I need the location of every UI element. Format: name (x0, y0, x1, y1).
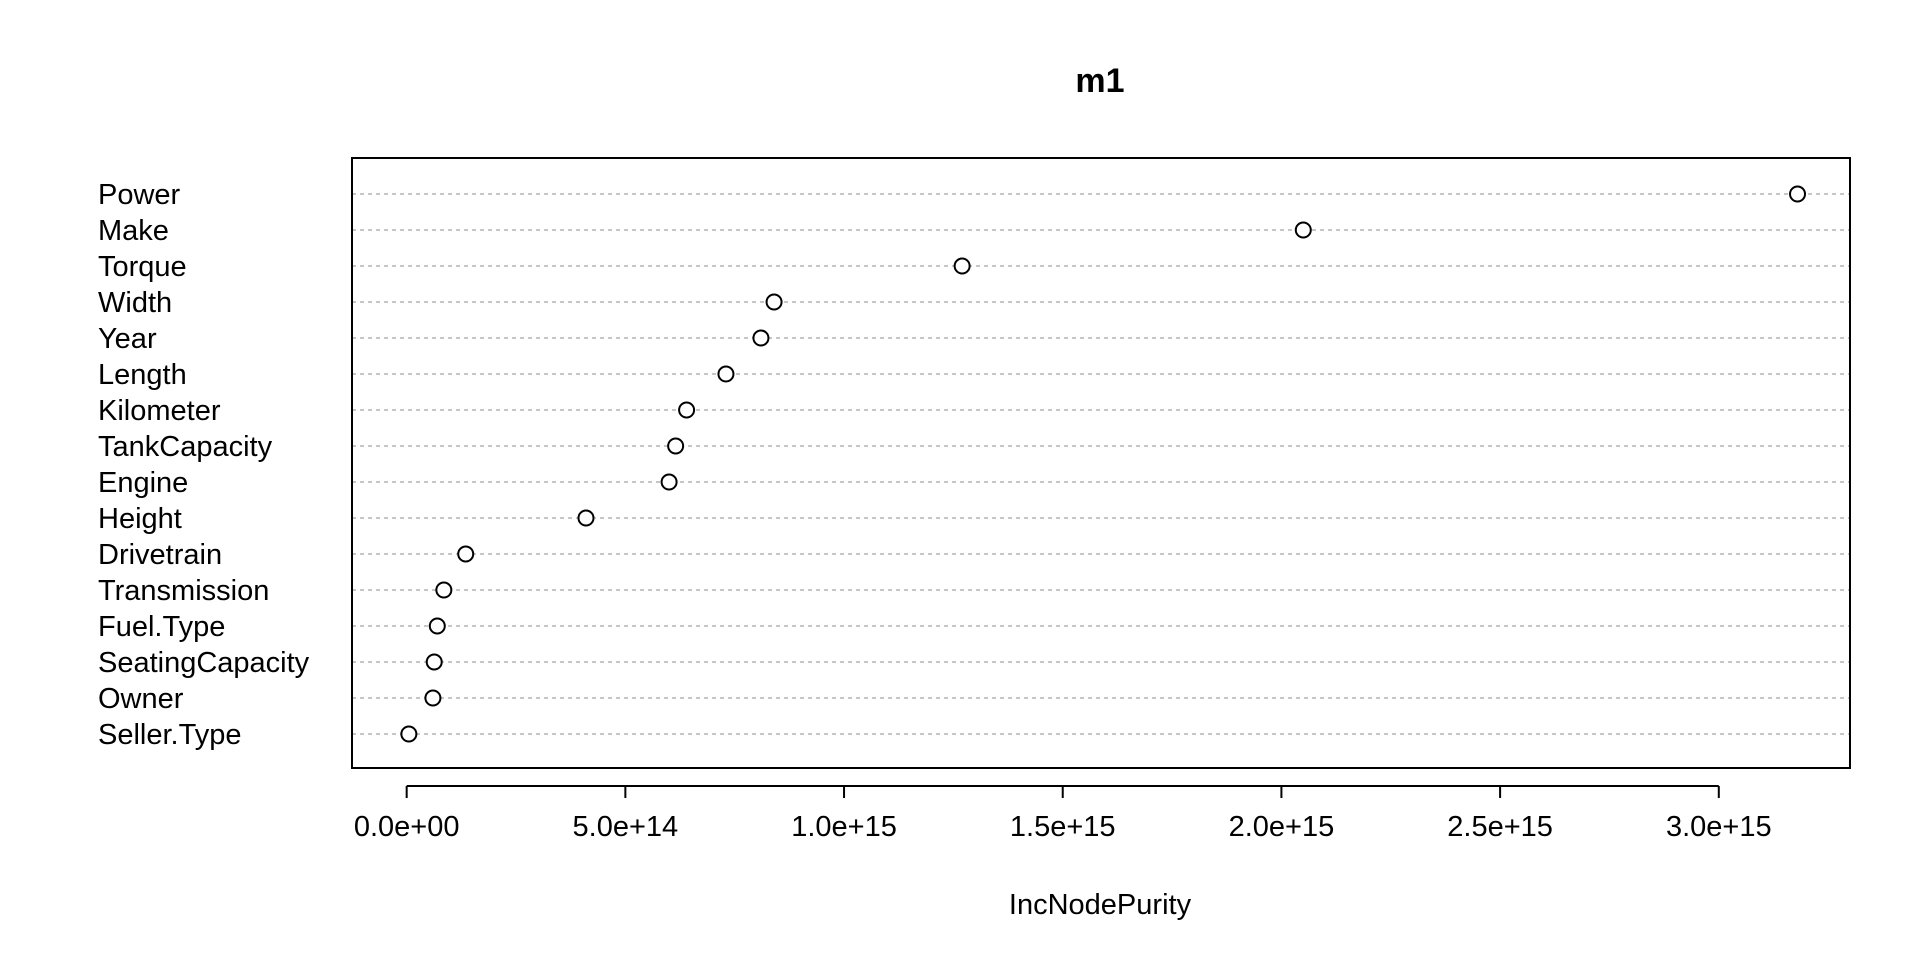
category-label: Engine (98, 467, 188, 499)
data-point (752, 329, 770, 347)
data-point (765, 293, 783, 311)
x-tick-label: 5.0e+14 (573, 811, 679, 843)
grid-lines (352, 193, 1850, 735)
category-label: TankCapacity (98, 431, 273, 463)
data-point (667, 437, 685, 455)
chart-title: m1 (1075, 62, 1124, 100)
data-point (457, 545, 475, 563)
category-label: Width (98, 287, 172, 319)
data-point (428, 617, 446, 635)
category-label: Drivetrain (98, 539, 222, 571)
x-tick-label: 1.5e+15 (1010, 811, 1116, 843)
category-label: Seller.Type (98, 719, 241, 751)
category-label: Year (98, 323, 157, 355)
x-tick-label: 1.0e+15 (791, 811, 897, 843)
data-point (424, 689, 442, 707)
category-label: Kilometer (98, 395, 221, 427)
data-point (717, 365, 735, 383)
plot-frame (351, 157, 1851, 769)
data-point (660, 473, 678, 491)
category-label: Power (98, 179, 181, 211)
category-label: SeatingCapacity (98, 647, 310, 679)
data-point (953, 257, 971, 275)
data-point (435, 581, 453, 599)
x-tick-label: 0.0e+00 (354, 811, 460, 843)
x-axis-label: IncNodePurity (1009, 889, 1192, 921)
category-labels: Power Make Torque Width Year Length Kilometer T… (98, 179, 310, 751)
category-label: Torque (98, 251, 187, 283)
data-point (678, 401, 696, 419)
category-label: Owner (98, 683, 184, 715)
x-tick-label: 3.0e+15 (1666, 811, 1772, 843)
data-point (577, 509, 595, 527)
data-point (425, 653, 443, 671)
x-tick-label: 2.5e+15 (1447, 811, 1553, 843)
category-label: Length (98, 359, 187, 391)
category-label: Fuel.Type (98, 611, 225, 643)
data-point (1789, 185, 1807, 203)
data-point (400, 725, 418, 743)
category-label: Height (98, 503, 182, 535)
data-point (1294, 221, 1312, 239)
data-points (400, 185, 1807, 743)
x-axis: 0.0e+00 5.0e+14 1.0e+15 1.5e+15 2.0e+15 2.5e+… (354, 785, 1772, 843)
x-tick-label: 2.0e+15 (1229, 811, 1335, 843)
category-label: Transmission (98, 575, 269, 607)
category-label: Make (98, 215, 169, 247)
